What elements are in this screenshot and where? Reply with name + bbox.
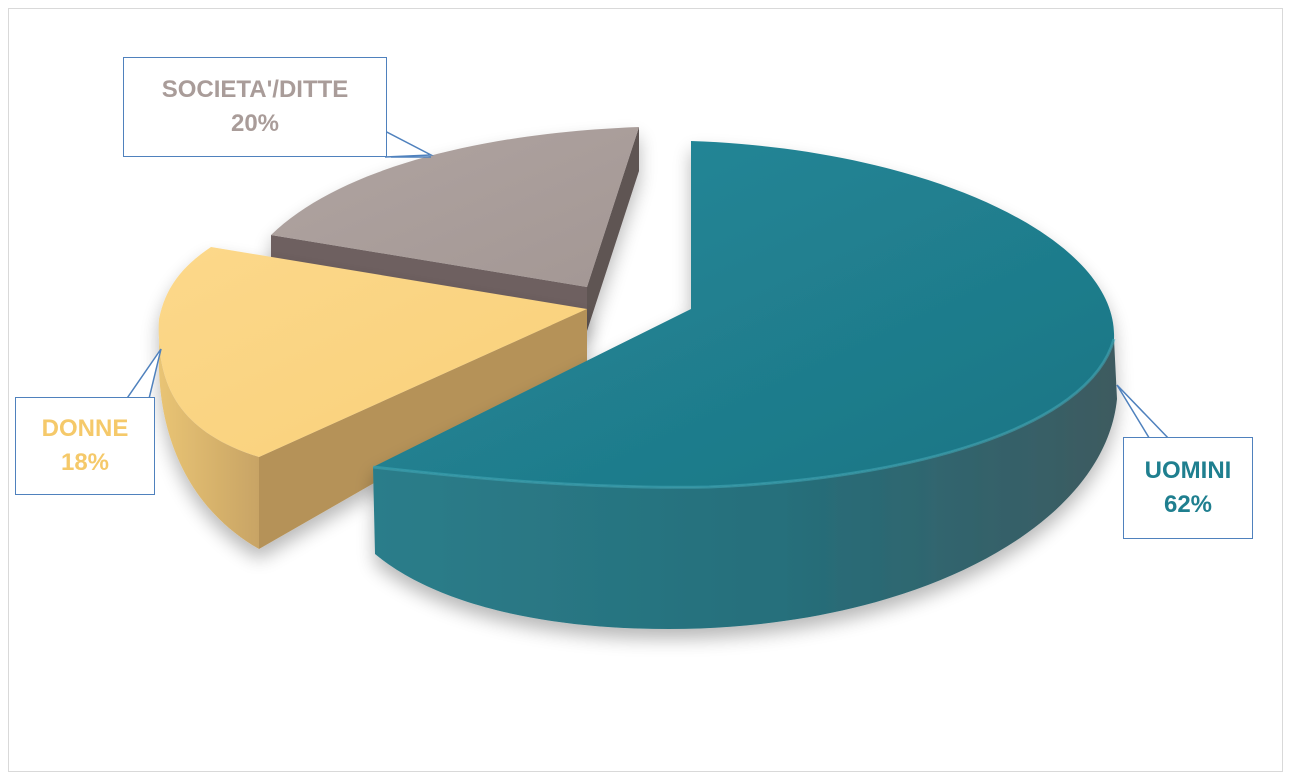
slice-societa-ditte-side-right: [587, 127, 639, 331]
leader-line-societa-ditte-pointer: [380, 128, 434, 158]
percent-donne: 18%: [60, 449, 110, 476]
percent-uomini: 62%: [1163, 491, 1213, 518]
callout-donne: DONNE 18%: [15, 397, 155, 495]
leader-line-donne-pointer: [120, 348, 162, 408]
slice-societa-ditte-top: [271, 127, 639, 287]
callout-societa-ditte: SOCIETA'/DITTE 20%: [123, 57, 387, 157]
percent-societa-ditte: 20%: [230, 110, 280, 137]
slice-uomini: [372, 141, 1117, 629]
leader-line-uomini-pointer: [1116, 384, 1172, 442]
chart-frame: SOCIETA'/DITTE 20% DONNE 18% UOMINI 62%: [8, 8, 1283, 772]
pie-chart: [120, 127, 1172, 629]
slice-uomini-side: [373, 339, 1117, 629]
slice-donne-side-front: [259, 309, 587, 549]
slice-uomini-rim-highlight: [372, 338, 1116, 489]
label-uomini: UOMINI: [1144, 457, 1232, 484]
label-societa-ditte: SOCIETA'/DITTE: [161, 76, 349, 103]
slice-uomini-top: [373, 141, 1115, 488]
slice-donne-top: [158, 247, 587, 457]
label-donne: DONNE: [41, 415, 129, 442]
callout-uomini: UOMINI 62%: [1123, 437, 1253, 539]
slice-donne-side: [158, 319, 259, 549]
slice-donne: [158, 247, 587, 549]
